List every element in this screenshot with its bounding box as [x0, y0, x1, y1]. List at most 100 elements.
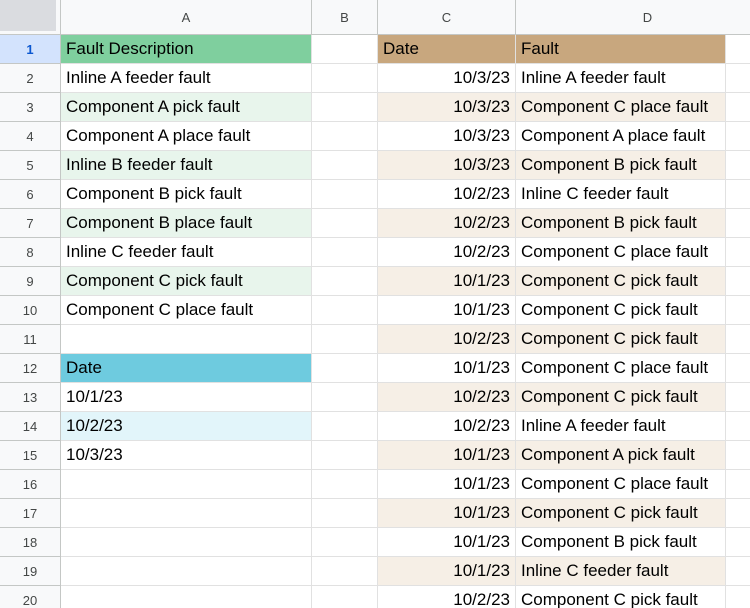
cell-partial-1[interactable]	[726, 35, 750, 64]
column-header-a[interactable]: A	[61, 0, 312, 35]
cell-a5[interactable]: Inline B feeder fault	[61, 151, 312, 180]
cell-c8[interactable]: 10/2/23	[378, 238, 516, 267]
row-header-11[interactable]: 11	[0, 325, 61, 354]
cell-partial-4[interactable]	[726, 122, 750, 151]
row-header-1[interactable]: 1	[0, 35, 61, 64]
column-header-d[interactable]: D	[516, 0, 750, 35]
cell-d12[interactable]: Component C place fault	[516, 354, 726, 383]
cell-c3[interactable]: 10/3/23	[378, 93, 516, 122]
cell-b18[interactable]	[312, 528, 378, 557]
row-header-9[interactable]: 9	[0, 267, 61, 296]
row-header-8[interactable]: 8	[0, 238, 61, 267]
row-header-5[interactable]: 5	[0, 151, 61, 180]
cell-b17[interactable]	[312, 499, 378, 528]
cell-c11[interactable]: 10/2/23	[378, 325, 516, 354]
cell-c1[interactable]: Date	[378, 35, 516, 64]
cell-d4[interactable]: Component A place fault	[516, 122, 726, 151]
cell-c5[interactable]: 10/3/23	[378, 151, 516, 180]
cell-b1[interactable]	[312, 35, 378, 64]
cell-d18[interactable]: Component B pick fault	[516, 528, 726, 557]
cell-d17[interactable]: Component C pick fault	[516, 499, 726, 528]
row-header-4[interactable]: 4	[0, 122, 61, 151]
cell-d8[interactable]: Component C place fault	[516, 238, 726, 267]
cell-c19[interactable]: 10/1/23	[378, 557, 516, 586]
cell-c6[interactable]: 10/2/23	[378, 180, 516, 209]
cell-b7[interactable]	[312, 209, 378, 238]
cell-a14[interactable]: 10/2/23	[61, 412, 312, 441]
cell-b12[interactable]	[312, 354, 378, 383]
row-header-20[interactable]: 20	[0, 586, 61, 608]
cell-partial-3[interactable]	[726, 93, 750, 122]
cell-b14[interactable]	[312, 412, 378, 441]
cell-c14[interactable]: 10/2/23	[378, 412, 516, 441]
cell-partial-8[interactable]	[726, 238, 750, 267]
cell-a8[interactable]: Inline C feeder fault	[61, 238, 312, 267]
cell-d3[interactable]: Component C place fault	[516, 93, 726, 122]
cell-a19[interactable]	[61, 557, 312, 586]
cell-d7[interactable]: Component B pick fault	[516, 209, 726, 238]
column-header-c[interactable]: C	[378, 0, 516, 35]
cell-c18[interactable]: 10/1/23	[378, 528, 516, 557]
cell-partial-16[interactable]	[726, 470, 750, 499]
cell-c17[interactable]: 10/1/23	[378, 499, 516, 528]
cell-d9[interactable]: Component C pick fault	[516, 267, 726, 296]
cell-c7[interactable]: 10/2/23	[378, 209, 516, 238]
cell-d14[interactable]: Inline A feeder fault	[516, 412, 726, 441]
cell-partial-17[interactable]	[726, 499, 750, 528]
cell-d1[interactable]: Fault	[516, 35, 726, 64]
cell-b4[interactable]	[312, 122, 378, 151]
cell-partial-6[interactable]	[726, 180, 750, 209]
cell-partial-2[interactable]	[726, 64, 750, 93]
cell-a3[interactable]: Component A pick fault	[61, 93, 312, 122]
cell-d16[interactable]: Component C place fault	[516, 470, 726, 499]
cell-partial-15[interactable]	[726, 441, 750, 470]
cell-a12[interactable]: Date	[61, 354, 312, 383]
cell-partial-10[interactable]	[726, 296, 750, 325]
cell-a13[interactable]: 10/1/23	[61, 383, 312, 412]
row-header-18[interactable]: 18	[0, 528, 61, 557]
cell-partial-20[interactable]	[726, 586, 750, 608]
cell-b19[interactable]	[312, 557, 378, 586]
cell-c4[interactable]: 10/3/23	[378, 122, 516, 151]
cell-partial-14[interactable]	[726, 412, 750, 441]
cell-c20[interactable]: 10/2/23	[378, 586, 516, 608]
cell-d6[interactable]: Inline C feeder fault	[516, 180, 726, 209]
row-header-2[interactable]: 2	[0, 64, 61, 93]
cell-partial-9[interactable]	[726, 267, 750, 296]
cell-b5[interactable]	[312, 151, 378, 180]
cell-c13[interactable]: 10/2/23	[378, 383, 516, 412]
cell-b10[interactable]	[312, 296, 378, 325]
cell-a17[interactable]	[61, 499, 312, 528]
cell-b20[interactable]	[312, 586, 378, 608]
cell-a4[interactable]: Component A place fault	[61, 122, 312, 151]
cell-a15[interactable]: 10/3/23	[61, 441, 312, 470]
cell-d19[interactable]: Inline C feeder fault	[516, 557, 726, 586]
cell-d10[interactable]: Component C pick fault	[516, 296, 726, 325]
cell-a2[interactable]: Inline A feeder fault	[61, 64, 312, 93]
row-header-3[interactable]: 3	[0, 93, 61, 122]
cell-partial-19[interactable]	[726, 557, 750, 586]
cell-a9[interactable]: Component C pick fault	[61, 267, 312, 296]
cell-c15[interactable]: 10/1/23	[378, 441, 516, 470]
cell-b2[interactable]	[312, 64, 378, 93]
cell-c10[interactable]: 10/1/23	[378, 296, 516, 325]
cell-c2[interactable]: 10/3/23	[378, 64, 516, 93]
row-header-15[interactable]: 15	[0, 441, 61, 470]
cell-a20[interactable]	[61, 586, 312, 608]
row-header-12[interactable]: 12	[0, 354, 61, 383]
cell-d2[interactable]: Inline A feeder fault	[516, 64, 726, 93]
cell-a7[interactable]: Component B place fault	[61, 209, 312, 238]
cell-b16[interactable]	[312, 470, 378, 499]
cell-d5[interactable]: Component B pick fault	[516, 151, 726, 180]
cell-b15[interactable]	[312, 441, 378, 470]
cell-d13[interactable]: Component C pick fault	[516, 383, 726, 412]
cell-b9[interactable]	[312, 267, 378, 296]
cell-b13[interactable]	[312, 383, 378, 412]
select-all-corner[interactable]	[0, 0, 61, 35]
cell-partial-5[interactable]	[726, 151, 750, 180]
cell-b3[interactable]	[312, 93, 378, 122]
row-header-13[interactable]: 13	[0, 383, 61, 412]
cell-a11[interactable]	[61, 325, 312, 354]
cell-partial-13[interactable]	[726, 383, 750, 412]
row-header-14[interactable]: 14	[0, 412, 61, 441]
